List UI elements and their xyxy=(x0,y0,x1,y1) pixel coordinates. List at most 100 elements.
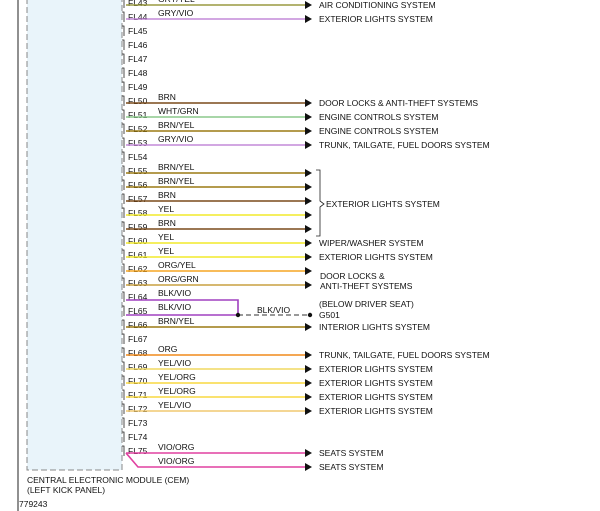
pin-label-fl55: FL55 xyxy=(128,166,148,176)
pin-label-fl59: FL59 xyxy=(128,222,148,232)
pin-label-fl49: FL49 xyxy=(128,82,148,92)
pin-label-fl50: FL50 xyxy=(128,96,148,106)
wire-color-fl75: VIO/ORG xyxy=(158,442,194,452)
destinations: AIR CONDITIONING SYSTEM EXTERIOR LIGHTS S… xyxy=(319,0,490,472)
destination-label-6: WIPER/WASHER SYSTEM xyxy=(319,238,424,248)
ground-splice-left xyxy=(235,312,241,318)
arrow-fl66 xyxy=(305,323,312,331)
pin-tick-fl70 xyxy=(122,375,125,386)
destination-label-10: EXTERIOR LIGHTS SYSTEM xyxy=(319,364,433,374)
wire-color-fl70: YEL/ORG xyxy=(158,372,196,382)
arrow-fl44 xyxy=(305,15,312,23)
pin-tick-fl49 xyxy=(122,81,125,92)
arrow-fl61 xyxy=(305,253,312,261)
arrow-fl75 xyxy=(305,449,312,457)
wire-color-fl65: BLK/VIO xyxy=(158,302,191,312)
pin-tick-fl50 xyxy=(122,95,125,106)
ground-location: (BELOW DRIVER SEAT) xyxy=(319,299,414,309)
pin-label-fl61: FL61 xyxy=(128,250,148,260)
arrow-fl62 xyxy=(305,267,312,275)
exterior-group-label: EXTERIOR LIGHTS SYSTEM xyxy=(326,199,440,209)
pin-label-fl56: FL56 xyxy=(128,180,148,190)
pin-label-fl60: FL60 xyxy=(128,236,148,246)
arrow-fl53 xyxy=(305,141,312,149)
pin-label-fl66: FL66 xyxy=(128,320,148,330)
arrow-fl75-branch xyxy=(305,463,312,471)
module-body xyxy=(27,0,122,470)
destination-label-14: SEATS SYSTEM xyxy=(319,448,384,458)
pin-tick-fl47 xyxy=(122,53,125,64)
ground-id: G501 xyxy=(319,310,340,320)
pin-tick-fl71 xyxy=(122,389,125,400)
pin-label-fl43: FL43 xyxy=(128,0,148,8)
pin-tick-fl53 xyxy=(122,137,125,148)
arrow-fl58 xyxy=(305,211,312,219)
destination-label-5: TRUNK, TAILGATE, FUEL DOORS SYSTEM xyxy=(319,140,490,150)
figure-id: 779243 xyxy=(19,499,48,509)
pin-label-fl70: FL70 xyxy=(128,376,148,386)
pin-tick-fl56 xyxy=(122,179,125,190)
wire-color-fl50: BRN xyxy=(158,92,176,102)
destination-label-9: TRUNK, TAILGATE, FUEL DOORS SYSTEM xyxy=(319,350,490,360)
door-locks-label-line2: ANTI-THEFT SYSTEMS xyxy=(320,281,413,291)
wire-color-fl55: BRN/YEL xyxy=(158,162,195,172)
pin-label-fl74: FL74 xyxy=(128,432,148,442)
wire-color-fl61: YEL xyxy=(158,246,174,256)
destination-label-15: SEATS SYSTEM xyxy=(319,462,384,472)
wire-color-fl57: BRN xyxy=(158,190,176,200)
destination-label-0: AIR CONDITIONING SYSTEM xyxy=(319,0,436,10)
pin-label-fl69: FL69 xyxy=(128,362,148,372)
connector-pins: FL43 GRY/YEL FL44 GRY/VIO FL45 FL46 FL47 FL48 FL… xyxy=(122,0,199,466)
wire-color-fl51: WHT/GRN xyxy=(158,106,199,116)
pin-tick-fl74 xyxy=(122,431,125,442)
arrow-fl56 xyxy=(305,183,312,191)
pin-tick-fl67 xyxy=(122,333,125,344)
pin-tick-fl58 xyxy=(122,207,125,218)
pin-tick-fl59 xyxy=(122,221,125,232)
arrow-fl69 xyxy=(305,365,312,373)
pin-tick-fl44 xyxy=(122,11,125,22)
exterior-group-bracket xyxy=(316,169,325,237)
arrow-fl50 xyxy=(305,99,312,107)
pin-tick-fl73 xyxy=(122,417,125,428)
pin-label-fl53: FL53 xyxy=(128,138,148,148)
pin-tick-fl48 xyxy=(122,67,125,78)
arrow-fl70 xyxy=(305,379,312,387)
ground-g501: BLK/VIO (BELOW DRIVER SEAT) G501 xyxy=(235,299,414,320)
destination-label-11: EXTERIOR LIGHTS SYSTEM xyxy=(319,378,433,388)
pin-label-fl73: FL73 xyxy=(128,418,148,428)
pin-label-fl64: FL64 xyxy=(128,292,148,302)
pin-tick-fl65 xyxy=(122,305,125,316)
arrow-fl63 xyxy=(305,281,312,289)
pin-tick-fl63 xyxy=(122,277,125,288)
module-label-line2: (LEFT KICK PANEL) xyxy=(27,485,105,495)
destination-label-7: EXTERIOR LIGHTS SYSTEM xyxy=(319,252,433,262)
pin-label-fl57: FL57 xyxy=(128,194,148,204)
arrow-fl60 xyxy=(305,239,312,247)
pin-label-fl51: FL51 xyxy=(128,110,148,120)
wire-fl75-branch xyxy=(125,452,306,468)
pin-tick-fl60 xyxy=(122,235,125,246)
pin-tick-fl54 xyxy=(122,151,125,162)
pin-tick-fl52 xyxy=(122,123,125,134)
pin-tick-fl62 xyxy=(122,263,125,274)
wire-color-fl60: YEL xyxy=(158,232,174,242)
arrow-fl55 xyxy=(305,169,312,177)
door-locks-label-line1: DOOR LOCKS & xyxy=(320,271,385,281)
ground-wire-color: BLK/VIO xyxy=(257,305,290,315)
wire-color-fl59: BRN xyxy=(158,218,176,228)
wire-color-fl69: YEL/VIO xyxy=(158,358,191,368)
pin-tick-fl43 xyxy=(123,0,125,8)
pin-label-fl46: FL46 xyxy=(128,40,148,50)
pin-tick-fl69 xyxy=(122,361,125,372)
pin-label-fl67: FL67 xyxy=(128,334,148,344)
pin-tick-fl46 xyxy=(122,39,125,50)
module-outline xyxy=(26,0,123,471)
pin-label-fl71: FL71 xyxy=(128,390,148,400)
destination-label-12: EXTERIOR LIGHTS SYSTEM xyxy=(319,392,433,402)
destination-label-1: EXTERIOR LIGHTS SYSTEM xyxy=(319,14,433,24)
pin-label-fl65: FL65 xyxy=(128,306,148,316)
arrow-fl51 xyxy=(305,113,312,121)
wire-color-fl58: YEL xyxy=(158,204,174,214)
pin-tick-fl66 xyxy=(122,319,125,330)
